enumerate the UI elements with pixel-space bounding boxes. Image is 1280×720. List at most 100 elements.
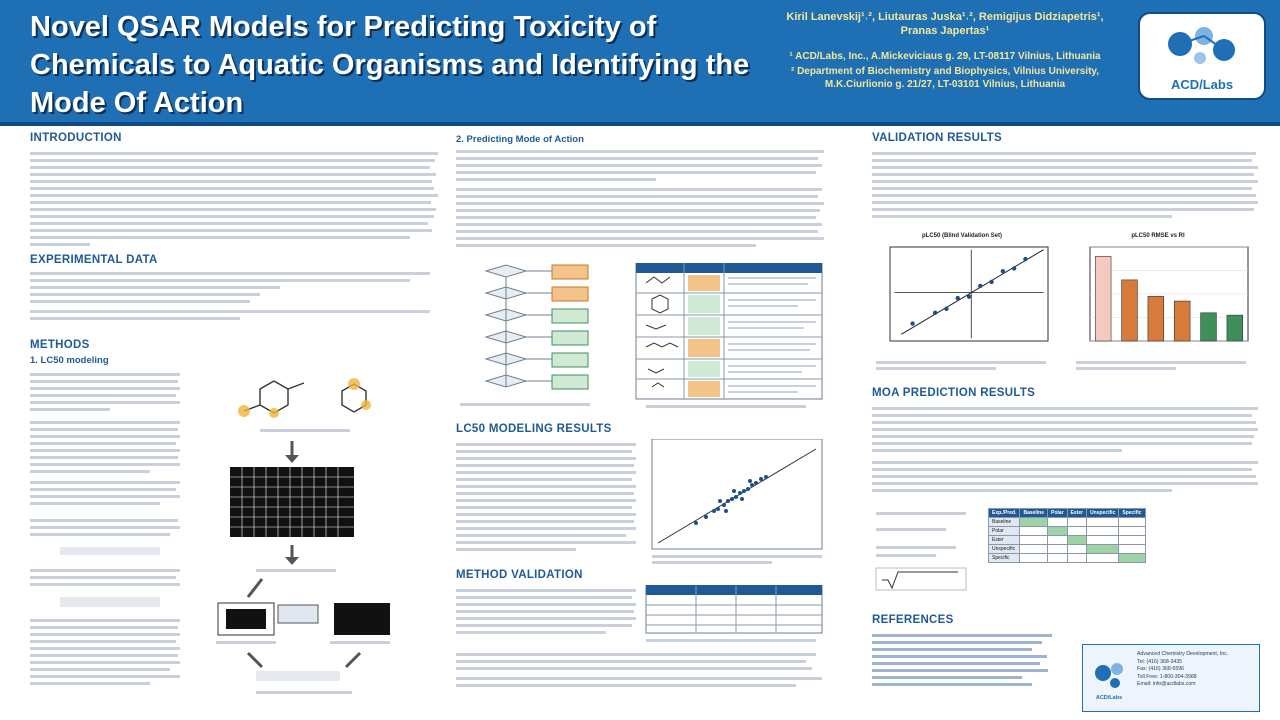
table-cell [1118,553,1146,563]
table-cell [1047,553,1068,563]
section-experimental-data: EXPERIMENTAL DATA [30,254,158,266]
moa-text-lines [456,150,824,247]
moa-decision-tree [460,262,823,408]
moa-matrix-block: Exp./Pred. Baseline Polar Ester Unspecif… [872,506,1262,614]
affiliation-1: ¹ ACD/Labs, Inc., A.Mickeviciaus g. 29, … [789,51,1101,62]
table-cell [1086,526,1120,536]
validation-scatter-chart [889,246,1049,342]
table-cell [1019,517,1049,527]
validation-charts: pLC50 (Blind Validation Set) pLC50 RMSE … [872,233,1262,383]
affiliation-2: ² Department of Biochemistry and Biophys… [790,66,1100,90]
table-cell [1118,544,1146,554]
experimental-text-lines [30,272,430,320]
moa-header-4: Unspecific [1086,508,1120,518]
contact-line-5: Email: info@acdlabs.com [1137,681,1196,687]
section-method-validation: METHOD VALIDATION [456,569,583,581]
table-cell [1086,517,1120,527]
table-cell [1066,544,1088,554]
column-3: VALIDATION RESULTS pLC50 (Blind Validati… [872,132,1262,714]
table-cell [1086,553,1120,563]
table-cell [1066,553,1088,563]
table-cell [1086,535,1120,545]
scatter-point [1011,266,1017,271]
table-row: Specific [987,553,1146,563]
table-cell [1047,544,1068,554]
table-cell [1047,517,1068,527]
contact-box: ACD/Labs Advanced Chemistry Development,… [1082,644,1260,712]
acdlabs-logo: ACD/Labs [1138,12,1266,100]
contact-line-2: Tel: (416) 368-3435 [1137,658,1182,665]
table-cell: Specific [987,553,1021,563]
table-cell [1066,535,1088,545]
scatter-point [932,310,938,315]
rmse-bar [1200,312,1217,342]
methods-figure [30,373,390,694]
moa-header-2: Polar [1047,508,1068,518]
section-lc50-results: LC50 MODELING RESULTS [456,423,612,435]
chart2-title: pLC50 RMSE vs RI [1131,233,1185,239]
table-cell: Baseline [987,517,1021,527]
table-cell [1066,526,1088,536]
affiliations: ¹ ACD/Labs, Inc., A.Mickeviciaus g. 29, … [780,50,1110,91]
table-cell [1118,526,1146,536]
chart1-title: pLC50 (Blind Validation Set) [921,233,1002,239]
rmse-bar [1094,256,1112,342]
scatter-point [944,306,949,311]
moa-header-5: Specific [1118,508,1146,518]
rmse-bar [1173,300,1191,342]
scatter-point [1023,256,1028,262]
method-validation-figure [456,584,823,687]
molecule-logo-icon [1168,27,1235,64]
rmse-bar-chart [1089,246,1249,342]
contact-logo-text: ACD/Labs [1095,695,1123,701]
contact-line-3: Fax: (416) 368-5596 [1137,666,1185,672]
scatter-point [955,295,960,301]
table-cell [1118,535,1146,545]
rmse-bar [1147,296,1165,342]
table-cell [1047,526,1068,536]
intro-text-lines [30,148,440,248]
section-references: REFERENCES [872,614,954,626]
table-cell [1019,535,1049,545]
contact-line-1: Advanced Chemistry Development, Inc. [1137,651,1229,657]
lc50-results-figure [456,438,823,564]
rmse-bar [1226,314,1244,342]
moa-results-text-lines [872,407,1258,492]
acdlabs-small-logo-icon [1095,663,1123,688]
table-cell: Ester [987,535,1021,545]
references-list [872,634,1052,686]
validation-text-lines [872,152,1258,218]
moa-header-1: Baseline [1019,508,1049,518]
section-moa-results: MOA PREDICTION RESULTS [872,387,1036,399]
subsection-lc50-modeling: 1. LC50 modeling [30,355,109,366]
table-cell: Polar [987,526,1021,536]
authors: Kiril Lanevskij¹˒², Liutauras Juska¹˒², … [786,11,1104,37]
table-cell [1086,544,1120,554]
scatter-point [910,321,915,326]
section-methods: METHODS [30,339,90,351]
column-1: INTRODUCTION EXPERIMENTAL DATA METHODS 1… [30,132,440,714]
moa-figures [456,262,828,415]
table-cell [1047,535,1068,545]
logo-text: ACD/Labs [1170,77,1234,92]
table-cell [1019,544,1049,554]
lc50-results-block [456,438,828,569]
scatter-point [978,283,983,289]
scatter-point [966,294,972,299]
moa-confusion-table: Exp./Pred. Baseline Polar Ester Unspecif… [987,508,1146,563]
poster-title: Novel QSAR Models for Predicting Toxicit… [30,11,750,119]
table-row: Baseline [987,517,1146,527]
moa-header-3: Ester [1066,508,1088,518]
table-row: Unspecific [987,544,1146,554]
regression-line [901,249,1044,335]
subsection-predicting-moa: 2. Predicting Mode of Action [456,134,584,145]
contact-line-4: Toll Free: 1-800-304-3988 [1137,673,1197,680]
table-row: Polar [987,526,1146,536]
table-cell [1019,526,1049,536]
header-banner: Novel QSAR Models for Predicting Toxicit… [0,0,1280,126]
table-row: Ester [987,535,1146,545]
scatter-point [989,279,994,285]
table-cell [1118,517,1146,527]
validation-captions [876,361,1246,370]
column-2: 2. Predicting Mode of Action [456,132,828,714]
